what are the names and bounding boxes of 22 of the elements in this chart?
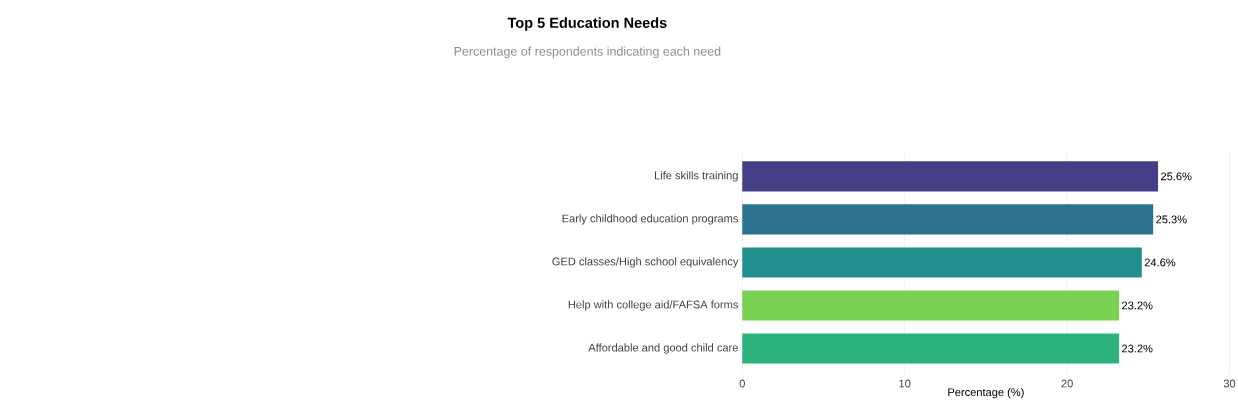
y-tick-label: GED classes/High school equivalency — [552, 257, 739, 268]
data-label: 24.6% — [1144, 258, 1176, 267]
x-tick-label: 20 — [1061, 379, 1073, 388]
text: Percentage of respondents indicating each need — [454, 46, 721, 59]
y-tick-label: Help with college aid/FAFSA forms — [568, 300, 739, 311]
x-tick-label: 30 — [1223, 379, 1236, 388]
y-tick-label: Affordable and good child care — [588, 343, 738, 354]
bar — [742, 247, 1142, 278]
x-axis-title: Percentage (%) — [948, 388, 1024, 399]
bar — [742, 161, 1159, 192]
y-tick-label: Early childhood education programs — [562, 214, 738, 225]
data-label: 25.3% — [1156, 215, 1187, 224]
x-tick-label: 0 — [739, 379, 745, 388]
data-label: 23.2% — [1122, 344, 1153, 353]
data-label: 25.6% — [1161, 172, 1192, 181]
text: Top 5 Education Needs — [507, 17, 667, 31]
data-label: 23.2% — [1122, 301, 1153, 310]
y-tick-label: Life skills training — [654, 171, 738, 182]
bar — [742, 333, 1120, 364]
bar — [742, 204, 1154, 235]
bar — [742, 290, 1120, 321]
x-tick-label: 10 — [899, 379, 911, 388]
